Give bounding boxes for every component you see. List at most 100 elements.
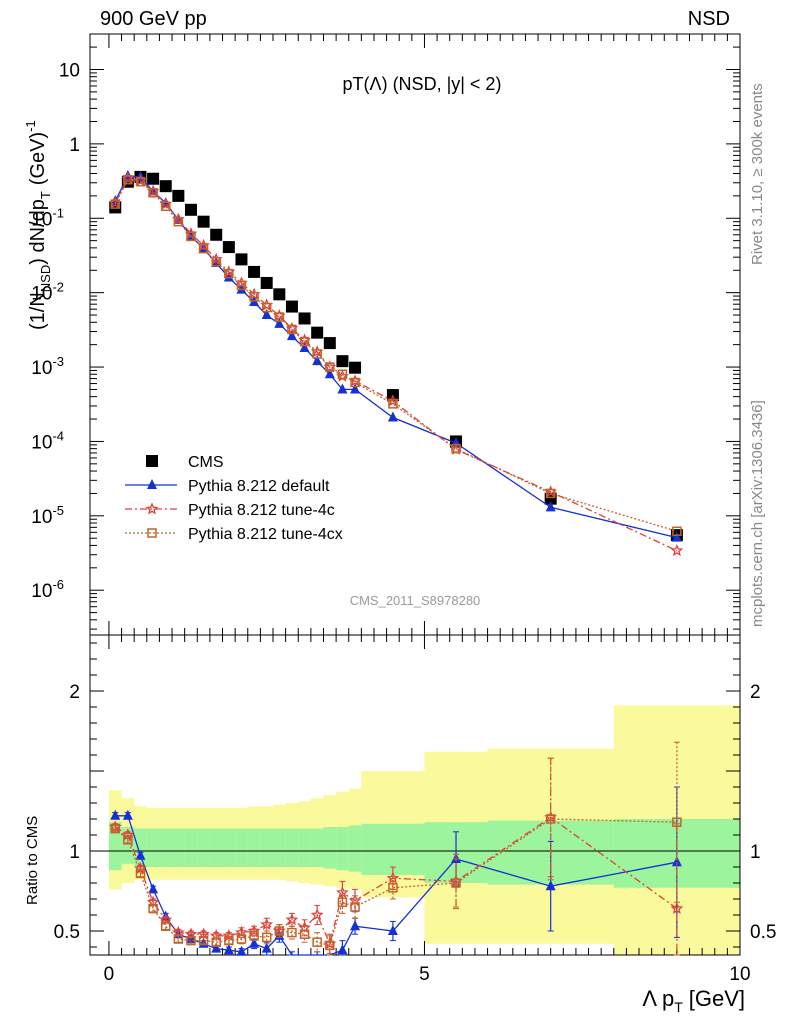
ylabel-sub2: T [38,191,53,199]
inner-band [222,828,236,867]
marker-star [310,908,324,921]
ratio-bands-layer [108,705,741,955]
marker-triangle [236,283,247,294]
inner-band [209,828,223,867]
inner-band [336,827,350,871]
rivet-label: Rivet 3.1.10, ≥ 300k events [749,83,766,265]
ratio-y-tick-label-right: 1 [750,842,761,863]
marker-open-square [236,280,247,291]
marker-star [670,543,684,557]
marker-triangle [249,937,260,948]
marker-open-square [148,903,158,914]
marker-open-square [236,934,247,944]
marker-triangle [337,383,348,394]
y-tick-label: 10-5 [31,503,64,528]
marker-open-square [545,814,556,824]
main-series-3 [110,174,682,537]
marker-square [311,326,324,339]
marker-open-square [249,931,259,941]
marker-triangle [147,479,157,489]
marker-square [285,300,298,313]
ratio-series-line [115,815,678,956]
marker-open-square [224,935,234,946]
marker-open-square [160,921,171,931]
main-series-2 [108,172,684,557]
marker-triangle [148,883,159,894]
marker-open-square [211,937,221,947]
marker-open-square [388,883,398,893]
marker-star [197,238,210,251]
marker-square [273,288,286,301]
chart-title: pT(Λ) (NSD, |y| < 2) [343,74,502,94]
marker-triangle [545,880,556,891]
y-tick-label: 10-3 [31,354,64,379]
ratio-series-2 [110,741,682,956]
marker-open-square [287,927,297,938]
inner-band [361,823,425,875]
marker-open-square [110,199,120,209]
ratio-frame [89,634,741,956]
marker-open-square [672,817,682,827]
mcplots-label: mcplots.cern.ch [arXiv:1306.3436] [749,400,766,627]
xlabel-sub: T [674,999,683,1015]
marker-open-square [224,268,234,279]
main-series-line [114,178,678,532]
ylabel-unit-sup: -1 [23,120,38,132]
ylabel-sub: NSD [38,265,53,292]
y-tick-label: 10-4 [31,428,64,453]
marker-open-square [198,935,209,946]
y-tick-label: 10-1 [31,205,64,230]
marker-square [260,276,273,289]
x-tick-label: 10 [729,964,750,985]
marker-open-square [325,362,335,372]
ratio-y-tick-label: 0.5 [54,922,80,943]
marker-open-square [186,231,196,242]
marker-open-square [672,526,682,537]
inner-band [172,828,185,867]
legend-label: Pythia 8.212 tune-4c [188,502,335,519]
marker-open-square [312,937,322,947]
ratio-y-tick-label: 2 [69,682,80,703]
marker-square [147,172,160,185]
inner-band [285,828,299,867]
marker-square [248,265,261,278]
marker-open-square [350,902,360,912]
marker-open-square [337,897,348,907]
marker-square [235,253,248,266]
marker-open-square [337,369,348,380]
marker-square [184,203,197,216]
marker-open-square [198,243,209,254]
x-axis-label: Λ pT [GeV] [642,986,745,1015]
marker-square [298,312,311,325]
marker-triangle [135,849,146,860]
inner-band [134,828,148,867]
marker-triangle [387,411,398,422]
marker-triangle [337,944,348,955]
header-right-label: NSD [688,8,730,30]
marker-open-square [173,934,184,944]
marker-triangle [387,925,398,935]
ylabel-part1: (1/N [27,292,49,330]
inner-band [310,828,324,867]
inner-band [273,828,286,867]
marker-star [670,901,684,914]
legend: CMS Pythia 8.212 default Pythia 8.212 tune… [125,454,343,543]
marker-open-square [123,835,133,845]
marker-triangle [261,942,272,953]
marker-triangle [671,531,682,542]
inner-band [260,828,274,867]
inner-band [108,822,122,871]
marker-square [336,355,349,368]
inner-band [146,828,160,867]
ratio-y-tick-label-right: 2 [750,682,761,703]
marker-triangle [110,809,121,820]
inner-band [197,828,211,867]
marker-triangle [236,945,247,956]
inner-band [235,828,249,867]
marker-triangle [671,856,682,867]
inner-band [348,825,362,872]
inner-band [298,828,312,867]
x-tick-label: 0 [104,964,115,985]
marker-triangle [122,809,133,820]
